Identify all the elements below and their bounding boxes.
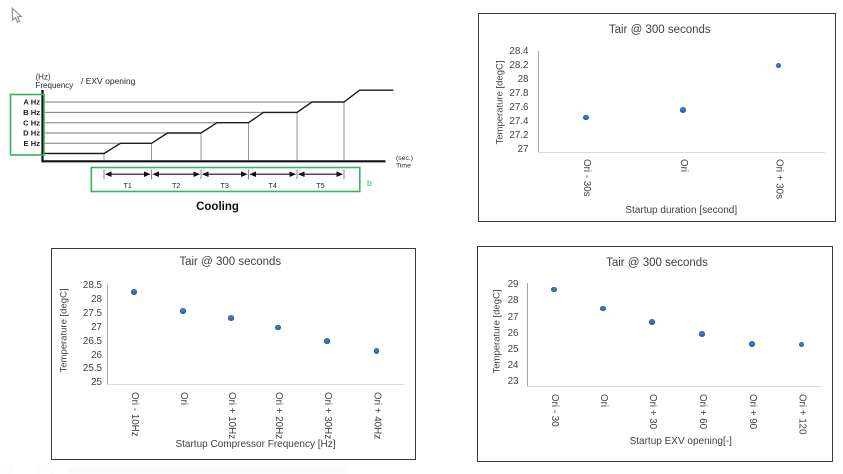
- svg-text:B Hz: B Hz: [23, 108, 40, 117]
- svg-text:T2: T2: [172, 181, 180, 190]
- svg-text:Cooling: Cooling: [196, 201, 239, 213]
- svg-text:(sec.): (sec.): [396, 155, 413, 162]
- svg-text:T3: T3: [221, 181, 229, 190]
- svg-text:(Hz): (Hz): [36, 73, 51, 82]
- svg-text:T5: T5: [316, 181, 324, 190]
- svg-text:E Hz: E Hz: [24, 139, 41, 148]
- svg-text:Frequency: Frequency: [36, 81, 74, 90]
- svg-text:T1: T1: [124, 181, 132, 190]
- svg-text:/ EXV opening: / EXV opening: [81, 76, 136, 86]
- svg-text:D Hz: D Hz: [23, 129, 40, 138]
- svg-text:T4: T4: [269, 181, 277, 190]
- svg-text:Time: Time: [396, 162, 411, 169]
- svg-text:C Hz: C Hz: [23, 118, 40, 127]
- svg-text:b: b: [367, 178, 372, 188]
- svg-text:A Hz: A Hz: [23, 98, 40, 107]
